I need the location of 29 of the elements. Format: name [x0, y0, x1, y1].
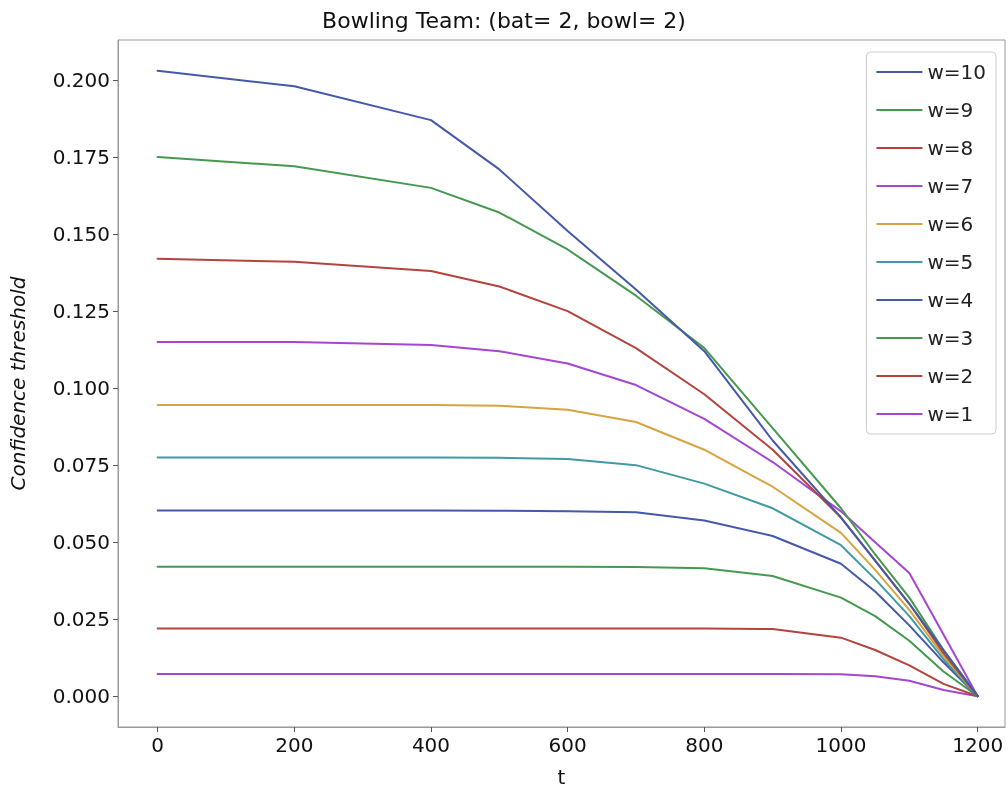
y-tick-label: 0.200 [52, 68, 110, 93]
legend-label: w=4 [927, 288, 974, 312]
x-tick-label: 0 [151, 733, 164, 757]
chart-title: Bowling Team: (bat= 2, bowl= 2) [322, 7, 686, 33]
y-tick-label: 0.050 [52, 530, 110, 555]
legend-label: w=7 [927, 174, 974, 198]
legend-label: w=10 [927, 60, 987, 84]
x-tick-label: 1000 [815, 733, 867, 757]
x-tick-label: 600 [548, 733, 587, 757]
x-tick-label: 800 [685, 733, 724, 757]
y-tick-label: 0.150 [52, 222, 110, 247]
legend-label: w=6 [927, 212, 974, 236]
x-tick-label: 1200 [952, 733, 1004, 757]
y-tick-label: 0.075 [52, 453, 110, 478]
y-tick-label: 0.125 [52, 299, 110, 324]
y-tick-label: 0.000 [52, 684, 110, 709]
y-axis-title: Confidence threshold [6, 276, 30, 491]
x-axis-title: t [557, 765, 566, 789]
legend-label: w=3 [927, 326, 974, 350]
x-tick-label: 400 [411, 733, 451, 757]
x-tick-label: 200 [275, 733, 314, 757]
y-tick-label: 0.025 [52, 607, 110, 632]
legend-label: w=5 [927, 250, 974, 274]
y-tick-label: 0.100 [52, 376, 110, 401]
legend-label: w=1 [927, 402, 974, 426]
legend-label: w=2 [927, 364, 974, 388]
y-tick-label: 0.175 [52, 145, 110, 170]
legend-label: w=9 [927, 98, 974, 122]
legend-label: w=8 [927, 136, 974, 160]
